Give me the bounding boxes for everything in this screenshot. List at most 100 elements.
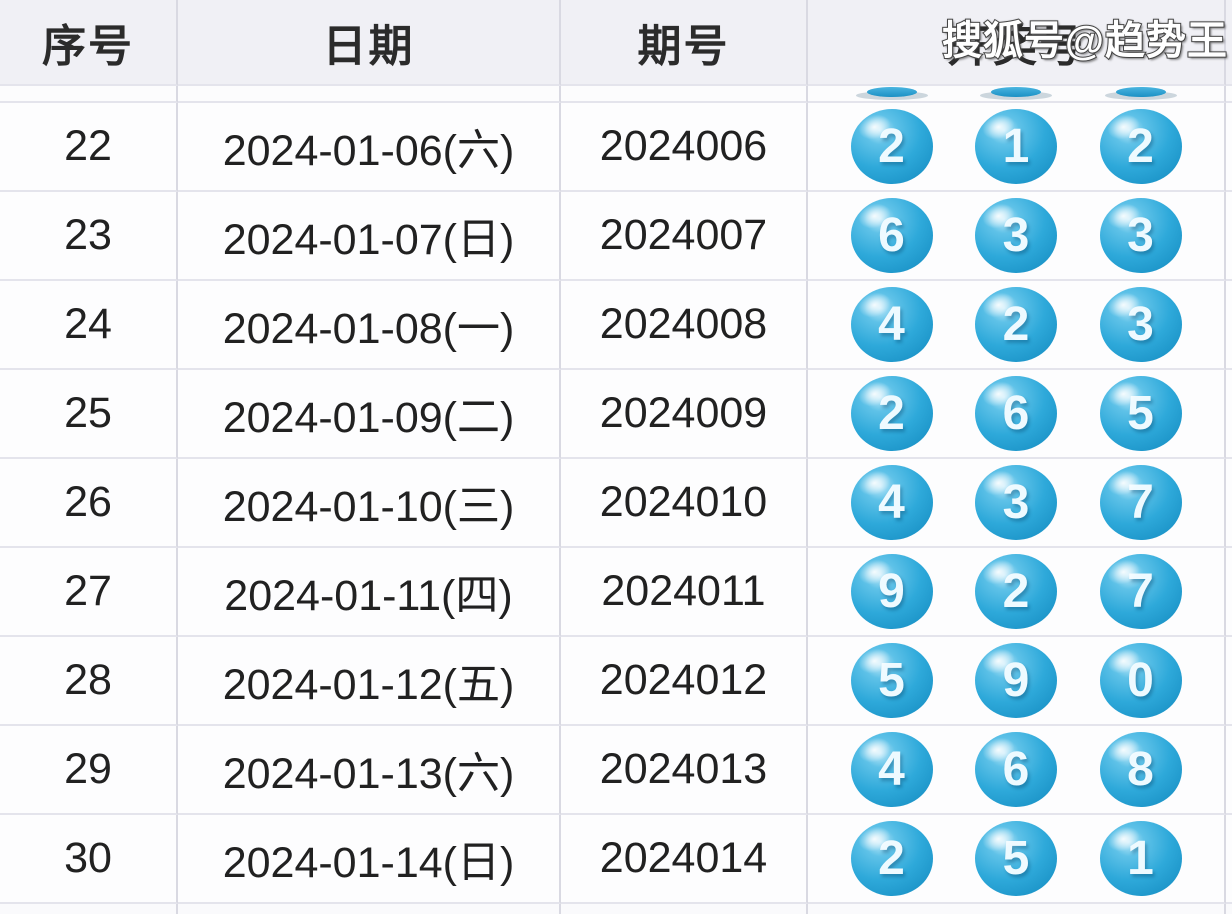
edge-filler — [1226, 815, 1232, 904]
ball-number: 6 — [878, 208, 905, 262]
edge-filler — [1226, 637, 1232, 726]
ball-number: 8 — [1127, 742, 1154, 796]
table-row: 25 2024-01-09(二) 2024009 2 6 5 — [0, 370, 1232, 459]
ball-number: 5 — [1127, 386, 1154, 440]
table-row: 26 2024-01-10(三) 2024010 4 3 7 — [0, 459, 1232, 548]
header-seq: 序号 — [0, 0, 178, 86]
edge-filler — [1226, 370, 1232, 459]
balls-cell: 5 9 0 — [808, 637, 1226, 726]
lottery-ball: 5 — [1099, 376, 1182, 451]
seq-cell: 28 — [0, 637, 178, 726]
period-cell: 2024013 — [561, 726, 808, 815]
empty-cell — [0, 904, 178, 914]
table-row: 22 2024-01-06(六) 2024006 2 1 2 — [0, 103, 1232, 192]
ball-bottom-arc — [866, 87, 917, 97]
date-cell: 2024-01-10(三) — [178, 459, 561, 548]
seq-cell: 26 — [0, 459, 178, 548]
lottery-ball: 7 — [1099, 554, 1182, 629]
ball-bottom-arc — [1115, 87, 1166, 97]
period-cell: 2024007 — [561, 192, 808, 281]
ball-number: 2 — [1002, 564, 1030, 618]
balls-cell: 2 1 2 — [808, 103, 1226, 192]
edge-filler — [1226, 192, 1232, 281]
table-row: 27 2024-01-11(四) 2024011 9 2 7 — [0, 548, 1232, 637]
lottery-ball: 6 — [975, 376, 1057, 451]
cutoff-ball-bottom — [1100, 86, 1182, 101]
lottery-ball: 2 — [850, 821, 933, 896]
empty-cell — [561, 904, 808, 914]
ball-number: 4 — [878, 475, 905, 529]
balls-cell: 9 2 7 — [808, 548, 1226, 637]
edge-filler — [1226, 459, 1232, 548]
lottery-ball: 0 — [1099, 643, 1182, 718]
ball-number: 6 — [1002, 386, 1030, 440]
ball-number: 2 — [1127, 119, 1154, 173]
table-body: 22 2024-01-06(六) 2024006 2 1 2 23 2024-01-07(日)… — [0, 103, 1232, 904]
seq-cell: 29 — [0, 726, 178, 815]
ball-number: 5 — [878, 653, 905, 707]
lottery-ball: 6 — [975, 732, 1057, 807]
seq-cell: 24 — [0, 281, 178, 370]
partial-row-top — [0, 86, 1232, 103]
ball-number: 3 — [1002, 475, 1030, 529]
empty-edge-filler — [1226, 904, 1232, 914]
ball-number: 4 — [878, 742, 905, 796]
cutoff-ball-bottom — [851, 86, 933, 101]
empty-edge-filler — [1226, 86, 1232, 103]
watermark: 搜狐号@趋势王 — [941, 18, 1228, 64]
seq-cell: 30 — [0, 815, 178, 904]
period-cell: 2024012 — [561, 637, 808, 726]
date-cell: 2024-01-14(日) — [178, 815, 561, 904]
ball-number: 1 — [1127, 831, 1154, 885]
edge-filler — [1226, 103, 1232, 192]
lottery-ball: 1 — [975, 109, 1057, 184]
lottery-ball: 9 — [850, 554, 933, 629]
period-cell: 2024011 — [561, 548, 808, 637]
empty-cell — [178, 904, 561, 914]
lottery-ball: 4 — [850, 287, 933, 362]
table-row: 28 2024-01-12(五) 2024012 5 9 0 — [0, 637, 1232, 726]
lottery-ball: 1 — [1099, 821, 1182, 896]
date-cell: 2024-01-08(一) — [178, 281, 561, 370]
period-cell: 2024008 — [561, 281, 808, 370]
ball-number: 9 — [878, 564, 905, 618]
lottery-ball: 6 — [850, 198, 933, 273]
header-edge-filler — [1226, 0, 1232, 86]
ball-bottom-arc — [991, 87, 1041, 97]
table-row: 24 2024-01-08(一) 2024008 4 2 3 — [0, 281, 1232, 370]
edge-filler — [1226, 726, 1232, 815]
ball-number: 6 — [1002, 742, 1030, 796]
ball-number: 3 — [1127, 208, 1154, 262]
date-cell: 2024-01-12(五) — [178, 637, 561, 726]
ball-number: 9 — [1002, 653, 1030, 707]
table-row: 30 2024-01-14(日) 2024014 2 5 1 — [0, 815, 1232, 904]
lottery-ball: 4 — [850, 732, 933, 807]
lottery-ball: 8 — [1099, 732, 1182, 807]
balls-cell: 4 2 3 — [808, 281, 1226, 370]
ball-number: 0 — [1127, 653, 1154, 707]
cutoff-balls-cell — [808, 86, 1226, 103]
date-cell: 2024-01-09(二) — [178, 370, 561, 459]
ball-number: 2 — [878, 119, 905, 173]
lottery-ball: 4 — [850, 465, 933, 540]
ball-number: 2 — [1002, 297, 1030, 351]
lottery-ball: 2 — [975, 287, 1057, 362]
header-numbers: 开奖号 — [808, 0, 1226, 86]
date-cell: 2024-01-07(日) — [178, 192, 561, 281]
empty-cell — [178, 86, 561, 103]
ball-number: 3 — [1002, 208, 1030, 262]
date-cell: 2024-01-06(六) — [178, 103, 561, 192]
table-row: 29 2024-01-13(六) 2024013 4 6 8 — [0, 726, 1232, 815]
ball-number: 2 — [878, 386, 905, 440]
lottery-ball: 3 — [975, 465, 1057, 540]
table-row: 23 2024-01-07(日) 2024007 6 3 3 — [0, 192, 1232, 281]
ball-number: 2 — [878, 831, 905, 885]
lottery-ball: 2 — [975, 554, 1057, 629]
header-period: 期号 — [561, 0, 808, 86]
seq-cell: 25 — [0, 370, 178, 459]
ball-number: 4 — [878, 297, 905, 351]
lottery-ball: 3 — [975, 198, 1057, 273]
lottery-ball: 3 — [1099, 198, 1182, 273]
